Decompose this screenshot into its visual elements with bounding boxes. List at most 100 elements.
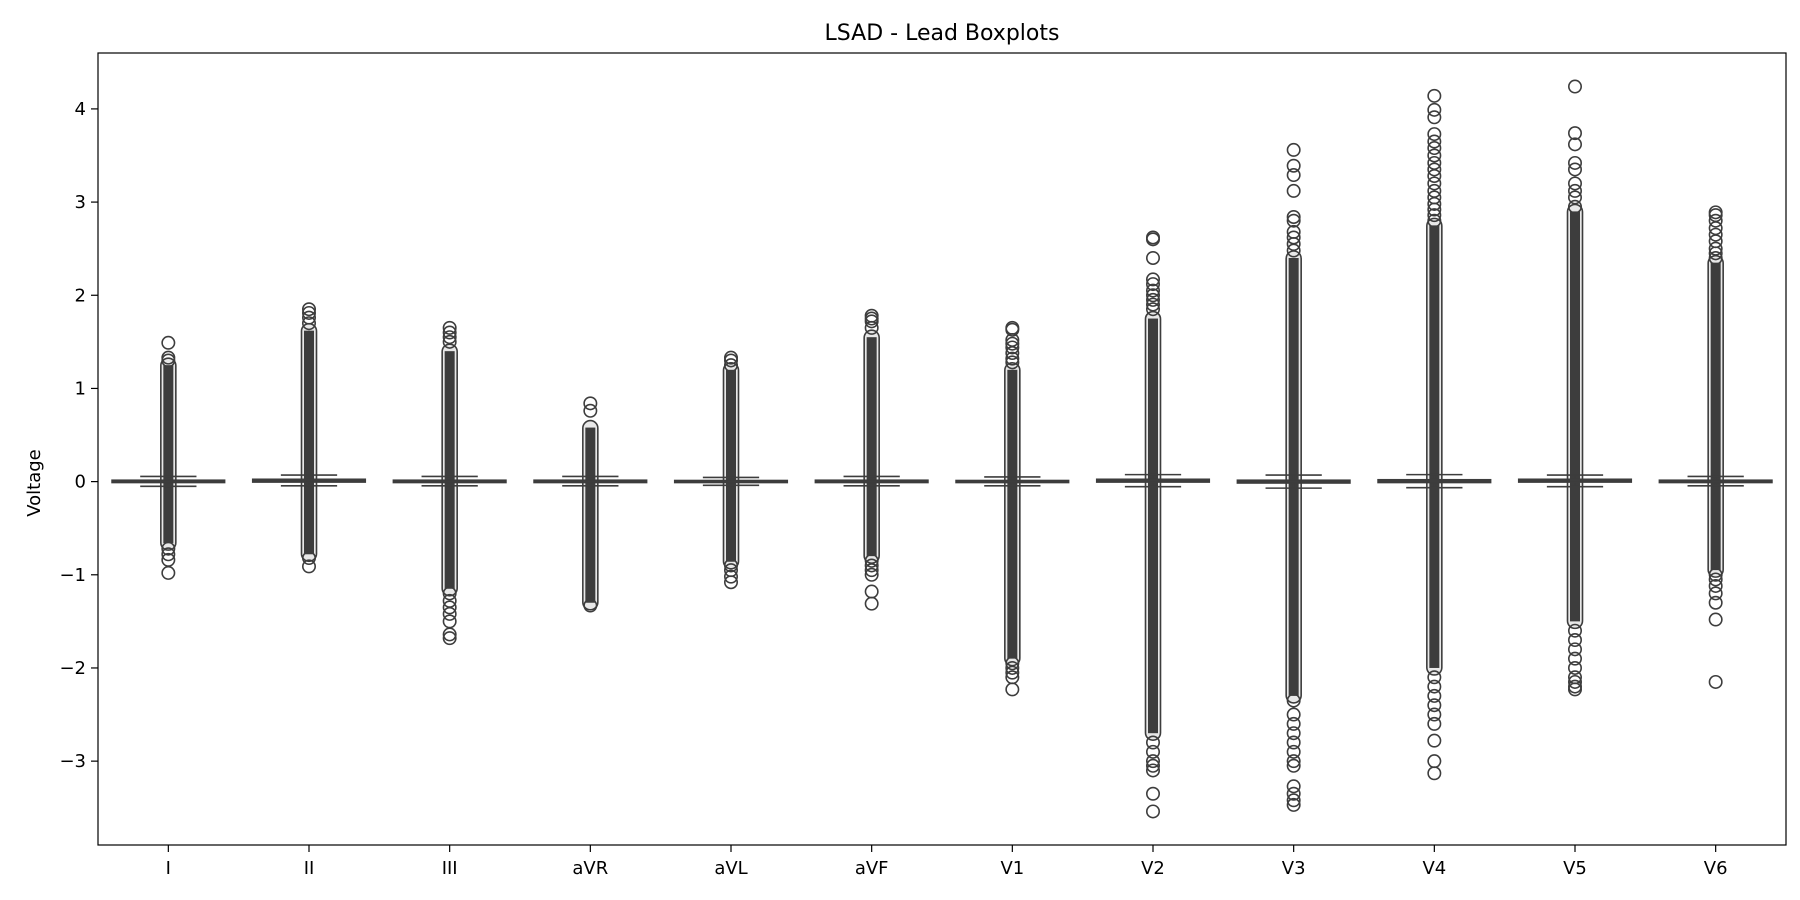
outlier-point	[864, 563, 879, 578]
outlier-point	[1427, 134, 1442, 149]
outlier-point	[1708, 674, 1723, 689]
box-III	[392, 320, 507, 646]
outlier-point	[1286, 744, 1301, 759]
box-aVF	[814, 308, 929, 611]
outlier-point	[1286, 237, 1301, 252]
outlier-point	[1427, 213, 1442, 228]
box-aVR	[533, 396, 648, 613]
outlier-band-core	[726, 369, 736, 562]
outlier-point	[1708, 213, 1723, 228]
outlier-point	[1286, 716, 1301, 731]
outlier-point	[161, 353, 176, 368]
outlier-point	[1146, 744, 1161, 759]
outlier-point	[1427, 168, 1442, 183]
y-axis-label: Voltage	[24, 449, 45, 517]
outlier-band-core	[444, 351, 455, 589]
outlier-point	[1005, 340, 1020, 355]
outlier-point	[161, 565, 176, 580]
outlier-point	[1708, 612, 1723, 627]
outlier-point	[1427, 670, 1442, 685]
box-aVL	[673, 350, 789, 590]
outlier-band-core	[866, 337, 877, 557]
box-II	[251, 302, 367, 574]
plot-area	[97, 52, 1787, 846]
outlier-point	[301, 551, 316, 566]
outlier-point	[864, 320, 879, 335]
outlier-point	[1427, 127, 1442, 142]
outlier-point	[442, 614, 457, 629]
outlier-point	[1146, 283, 1161, 298]
outlier-point	[1427, 733, 1442, 748]
x-tick-label: II	[304, 858, 315, 879]
outlier-point	[1286, 158, 1301, 173]
outlier-point	[1427, 102, 1442, 117]
box-V6	[1658, 205, 1773, 689]
outlier-point	[1146, 297, 1161, 312]
box-V5	[1517, 79, 1633, 697]
outlier-point	[1427, 707, 1442, 722]
outlier-point	[1568, 176, 1583, 191]
outlier-point	[1146, 754, 1161, 769]
y-tick-label: 0	[75, 472, 86, 493]
outlier-point	[1005, 355, 1020, 370]
x-tick-label: aVF	[855, 858, 889, 879]
outlier-point	[1146, 763, 1161, 778]
outlier-point	[723, 569, 738, 584]
outlier-point	[1708, 595, 1723, 610]
y-tick-label: 1	[75, 378, 86, 399]
outlier-point	[723, 358, 738, 373]
outlier-point	[1005, 656, 1020, 671]
outlier-point	[1708, 586, 1723, 601]
outlier-band-core	[163, 365, 174, 544]
y-tick-label: −1	[59, 565, 86, 586]
outlier-point	[1568, 137, 1583, 152]
plot-frame	[97, 52, 1787, 846]
outlier-point	[442, 586, 457, 601]
outlier-point	[1568, 183, 1583, 198]
outlier-point	[1286, 797, 1301, 812]
outlier-point	[442, 334, 457, 349]
outlier-point	[864, 584, 879, 599]
outlier-point	[1286, 726, 1301, 741]
outlier-point	[583, 396, 598, 411]
outlier-point	[1286, 183, 1301, 198]
outlier-point	[1708, 241, 1723, 256]
outlier-point	[1568, 633, 1583, 648]
chart-title: LSAD - Lead Boxplots	[825, 21, 1060, 46]
outlier-band-core	[1007, 369, 1018, 659]
outlier-point	[1427, 176, 1442, 191]
outlier-point	[1146, 250, 1161, 265]
outlier-point	[1146, 272, 1161, 287]
outlier-point	[161, 335, 176, 350]
outlier-point	[1005, 336, 1020, 351]
outlier-point	[442, 320, 457, 335]
x-tick-label: III	[442, 858, 458, 879]
x-tick-label: aVL	[714, 858, 747, 879]
outlier-point	[1427, 202, 1442, 217]
box-V3	[1236, 142, 1351, 812]
outlier-point	[301, 302, 316, 317]
outlier-band-core	[1710, 262, 1721, 571]
outlier-point	[1286, 168, 1301, 183]
x-tick-label: V2	[1141, 858, 1165, 879]
outlier-point	[1568, 155, 1583, 170]
outlier-point	[1146, 804, 1161, 819]
outlier-point	[864, 314, 879, 329]
outlier-point	[1286, 735, 1301, 750]
outlier-point	[442, 606, 457, 621]
outlier-point	[1708, 246, 1723, 261]
outlier-point	[1286, 786, 1301, 801]
outlier-point	[723, 575, 738, 590]
x-tick-label: V6	[1704, 858, 1728, 879]
y-tick-label: 2	[75, 285, 86, 306]
outlier-point	[1146, 232, 1161, 247]
x-tick-label: V1	[1000, 858, 1024, 879]
outlier-point	[1286, 142, 1301, 157]
outlier-point	[1708, 250, 1723, 265]
outlier-point	[583, 598, 598, 613]
outlier-point	[864, 596, 879, 611]
outlier-point	[1286, 707, 1301, 722]
outlier-point	[1568, 79, 1583, 94]
y-tick-label: 3	[75, 192, 86, 213]
outlier-point	[161, 547, 176, 562]
